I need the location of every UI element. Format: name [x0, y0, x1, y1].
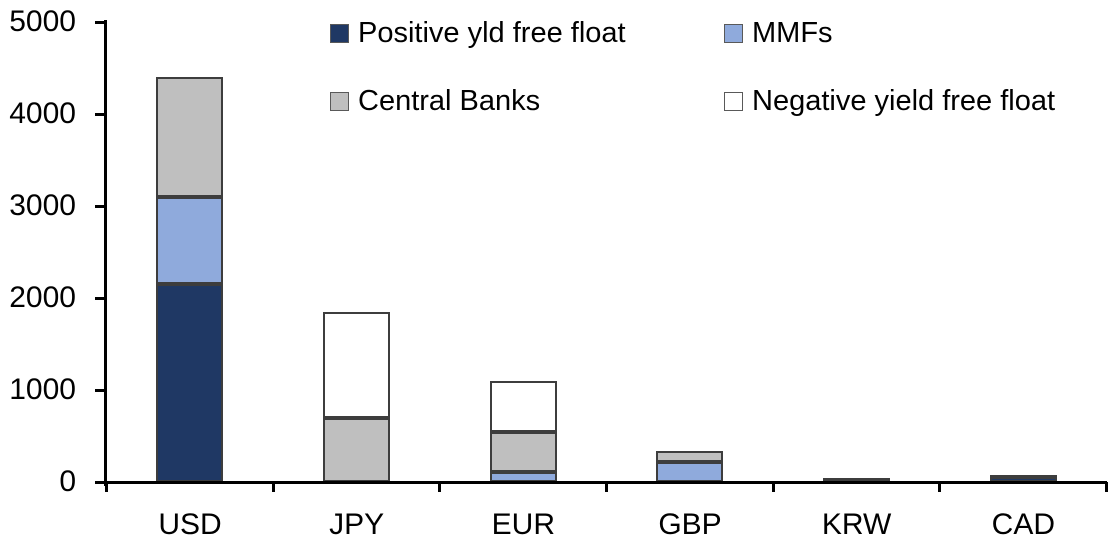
category-label-gbp: GBP	[658, 508, 722, 541]
legend-item-central-banks: Central Banks	[330, 84, 540, 118]
legend-item-mmfs: MMFs	[724, 16, 833, 50]
x-tick	[105, 482, 108, 492]
legend-item-positive-yld-free-float: Positive yld free float	[330, 16, 626, 50]
legend-swatch-icon	[330, 91, 349, 111]
bar-segment-usd-positive-yld-free-float	[156, 284, 224, 482]
legend-label: Central Banks	[358, 85, 541, 117]
y-tick	[95, 112, 106, 116]
x-tick	[605, 482, 608, 492]
category-label-usd: USD	[158, 508, 222, 541]
bar-segment-krw-positive-yld-free-float	[823, 477, 890, 482]
legend-swatch-icon	[724, 91, 743, 111]
bar-segment-jpy-central-banks	[323, 417, 390, 482]
legend-swatch-icon	[724, 23, 743, 43]
bar-segment-eur-central-banks	[489, 432, 557, 472]
category-label-jpy: JPY	[329, 508, 385, 541]
y-tick	[95, 480, 106, 484]
bar-segment-gbp-mmfs	[656, 462, 724, 482]
category-label-krw: KRW	[821, 508, 892, 541]
bar-segment-gbp-central-banks	[656, 451, 724, 463]
bar-segment-usd-mmfs	[156, 196, 224, 285]
y-tick-label: 2000	[9, 281, 76, 314]
bar-segment-eur-mmfs	[489, 471, 557, 482]
y-tick	[95, 388, 106, 392]
legend-label: Positive yld free float	[358, 17, 626, 49]
y-tick-label: 4000	[9, 97, 76, 130]
x-tick	[771, 482, 775, 492]
y-tick-label: 0	[59, 465, 76, 498]
y-axis-line	[104, 20, 107, 486]
legend-item-negative-yield-free-float: Negative yield free float	[724, 84, 1055, 118]
legend-label: Negative yield free float	[752, 85, 1056, 117]
y-tick	[95, 204, 106, 208]
bar-segment-eur-negative-yield-free-float	[489, 380, 557, 433]
category-label-cad: CAD	[991, 508, 1055, 541]
bar-segment-jpy-negative-yield-free-float	[323, 311, 390, 418]
x-tick	[1105, 482, 1108, 492]
legend-label: MMFs	[752, 17, 833, 49]
bar-segment-cad-central-banks	[989, 474, 1057, 479]
category-label-eur: EUR	[491, 508, 555, 541]
y-tick	[95, 20, 106, 24]
y-tick-label: 1000	[9, 373, 76, 406]
legend-swatch-icon	[330, 23, 349, 43]
x-tick	[438, 482, 442, 492]
x-axis-line	[95, 481, 1107, 484]
y-tick-label: 5000	[9, 5, 76, 38]
x-tick	[938, 482, 942, 492]
bar-segment-usd-central-banks	[156, 77, 224, 197]
x-tick	[271, 482, 275, 492]
y-tick	[95, 296, 106, 300]
y-tick-label: 3000	[9, 189, 76, 222]
